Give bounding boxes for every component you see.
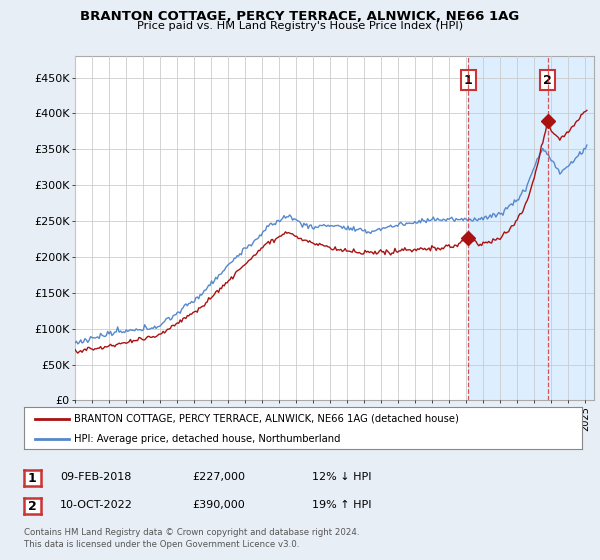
Text: 2: 2 bbox=[28, 500, 37, 513]
Text: BRANTON COTTAGE, PERCY TERRACE, ALNWICK, NE66 1AG: BRANTON COTTAGE, PERCY TERRACE, ALNWICK,… bbox=[80, 10, 520, 23]
Text: 1: 1 bbox=[464, 73, 472, 87]
Bar bbox=[468, 56, 548, 400]
Text: HPI: Average price, detached house, Northumberland: HPI: Average price, detached house, Nort… bbox=[74, 433, 341, 444]
Text: 19% ↑ HPI: 19% ↑ HPI bbox=[312, 500, 371, 510]
Text: 1: 1 bbox=[28, 472, 37, 485]
Text: BRANTON COTTAGE, PERCY TERRACE, ALNWICK, NE66 1AG (detached house): BRANTON COTTAGE, PERCY TERRACE, ALNWICK,… bbox=[74, 414, 459, 424]
Bar bbox=[548, 56, 594, 400]
Text: Price paid vs. HM Land Registry's House Price Index (HPI): Price paid vs. HM Land Registry's House … bbox=[137, 21, 463, 31]
Text: Contains HM Land Registry data © Crown copyright and database right 2024.
This d: Contains HM Land Registry data © Crown c… bbox=[24, 528, 359, 549]
Text: £390,000: £390,000 bbox=[192, 500, 245, 510]
Text: 09-FEB-2018: 09-FEB-2018 bbox=[60, 472, 131, 482]
Text: 2: 2 bbox=[544, 73, 552, 87]
Text: 10-OCT-2022: 10-OCT-2022 bbox=[60, 500, 133, 510]
Text: 12% ↓ HPI: 12% ↓ HPI bbox=[312, 472, 371, 482]
Text: £227,000: £227,000 bbox=[192, 472, 245, 482]
